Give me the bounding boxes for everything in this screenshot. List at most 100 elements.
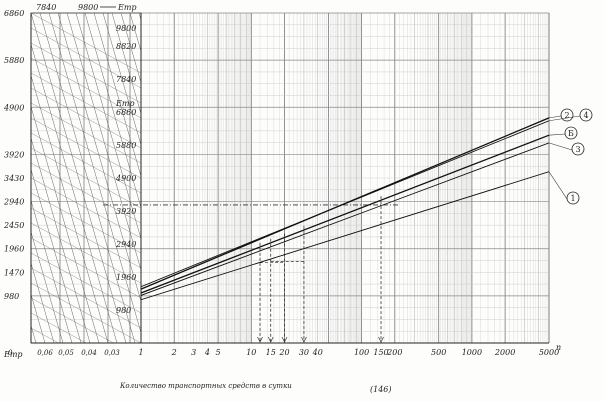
- series-label-circle: [579, 108, 593, 122]
- hatch-line: [111, 13, 141, 115]
- hatch-line: [75, 13, 141, 240]
- axes: [30, 13, 549, 344]
- hatch-line: [31, 267, 141, 329]
- hatch-line: [31, 132, 141, 194]
- x-tick-label: 5000: [539, 348, 559, 357]
- guide-lines: [103, 196, 400, 343]
- hatch-line: [31, 192, 141, 254]
- hatch-line: [31, 72, 141, 134]
- x-tick-label: 2: [171, 348, 177, 357]
- guide-arrow: [301, 336, 307, 343]
- side-tick-label: 0,04: [81, 349, 97, 357]
- x-tick-label: 20: [278, 348, 289, 357]
- series-lines: [141, 117, 549, 301]
- y-inner-tick-label: 980: [116, 306, 131, 315]
- guide-arrow: [267, 336, 274, 343]
- hatch-line: [31, 327, 59, 343]
- y-outer-axis-symbol: Eтр: [3, 350, 23, 359]
- hatch-line: [48, 13, 141, 334]
- hatch-line: [31, 262, 55, 343]
- y-inner-tick-label: 8820: [116, 42, 136, 51]
- series-line-Б: [141, 134, 549, 294]
- x-tick-label: 150: [373, 348, 388, 357]
- guide-arrow: [281, 336, 288, 343]
- y-outer-tick-label: 5880: [4, 56, 24, 65]
- hatch-line: [31, 42, 141, 104]
- series-label-2: 2: [564, 111, 569, 120]
- y-inner-tick-label: 9800: [116, 24, 136, 33]
- hatch-line: [31, 13, 141, 74]
- y-inner-tick-label: 4900: [115, 174, 136, 183]
- x-tick-label: 10: [246, 348, 256, 357]
- hatch-line: [31, 57, 141, 119]
- y-outer-tick-label: 6860: [4, 9, 24, 18]
- hatch-line: [31, 147, 141, 209]
- hatch-line: [66, 13, 141, 271]
- y-outer-tick-label: 2450: [3, 221, 24, 230]
- hatch-line: [31, 312, 87, 343]
- hatch-line: [31, 282, 141, 343]
- hatch-line: [31, 43, 118, 343]
- y-outer-tick-label: 3430: [4, 174, 24, 183]
- y-outer-tick-label: 1470: [4, 268, 24, 277]
- hatch-line: [31, 207, 141, 269]
- x-tick-label: 200: [386, 348, 402, 357]
- hatch-line: [31, 102, 141, 164]
- series-label-circle: [571, 142, 585, 156]
- top-axis-symbol: Eтр: [117, 3, 137, 12]
- x-tick-label: 30: [299, 348, 309, 357]
- guide-arrow: [378, 336, 384, 343]
- hatch-line: [31, 162, 141, 224]
- x-tick-label: 1: [138, 348, 143, 357]
- guide-arrow: [257, 336, 263, 343]
- series-label-circle: [564, 126, 578, 140]
- y-inner-tick-label: 5880: [116, 141, 136, 150]
- side-origin-label: 0: [8, 349, 13, 357]
- series-label-circle: [560, 108, 574, 122]
- x-tick-label: 5: [216, 348, 221, 357]
- x-tick-label: 1000: [462, 348, 482, 357]
- y-outer-tick-label: 3920: [4, 150, 24, 159]
- x-tick-label: 500: [431, 348, 446, 357]
- hatch-line: [31, 237, 141, 299]
- hatch-line: [84, 13, 141, 209]
- series-label-circle: [566, 191, 580, 205]
- y-inner-tick-label: 6860: [116, 108, 136, 117]
- hatch-line: [31, 222, 141, 284]
- series-label-1: 1: [570, 194, 575, 203]
- hatch-line: [31, 74, 109, 343]
- hatch-line: [31, 199, 73, 343]
- side-tick-label: 0,06: [37, 349, 53, 357]
- y-inner-tick-label: 3920: [116, 207, 136, 216]
- left-panel-hatching: [31, 13, 141, 343]
- y-outer-tick-label: 2940: [3, 198, 24, 207]
- left-scale-panel: [30, 12, 142, 344]
- side-tick-label: 0,03: [104, 349, 120, 357]
- x-axis-end-label: n: [556, 343, 561, 352]
- x-tick-label: 3: [191, 348, 196, 357]
- grid: [31, 12, 550, 344]
- x-axis-label: Количество транспортных средств в сутки: [119, 382, 292, 390]
- series-label-4: 4: [583, 111, 588, 120]
- y-inner-tick-label: 1960: [116, 273, 136, 282]
- hatch-line: [31, 252, 141, 314]
- hatch-line: [31, 177, 141, 239]
- hatch-line: [31, 87, 141, 149]
- y-outer-tick-label: 980: [4, 292, 19, 301]
- hatch-line: [31, 27, 141, 89]
- series-label-leader: [548, 115, 581, 122]
- series-label-Б: Б: [568, 129, 574, 138]
- series-label-leader: [548, 171, 568, 200]
- page-mark: (146): [370, 385, 392, 394]
- x-tick-label: 40: [312, 348, 323, 357]
- y-inner-tick-label: 2940: [115, 240, 136, 249]
- y-inner-tick-label: 7840: [116, 75, 136, 84]
- series-line-1: [141, 171, 549, 301]
- hatch-line: [31, 168, 82, 343]
- hatch-line: [120, 13, 141, 84]
- y-inner-axis-symbol: Eтр: [115, 99, 135, 108]
- hatch-line: [31, 297, 114, 343]
- series-label-leader: [548, 142, 573, 151]
